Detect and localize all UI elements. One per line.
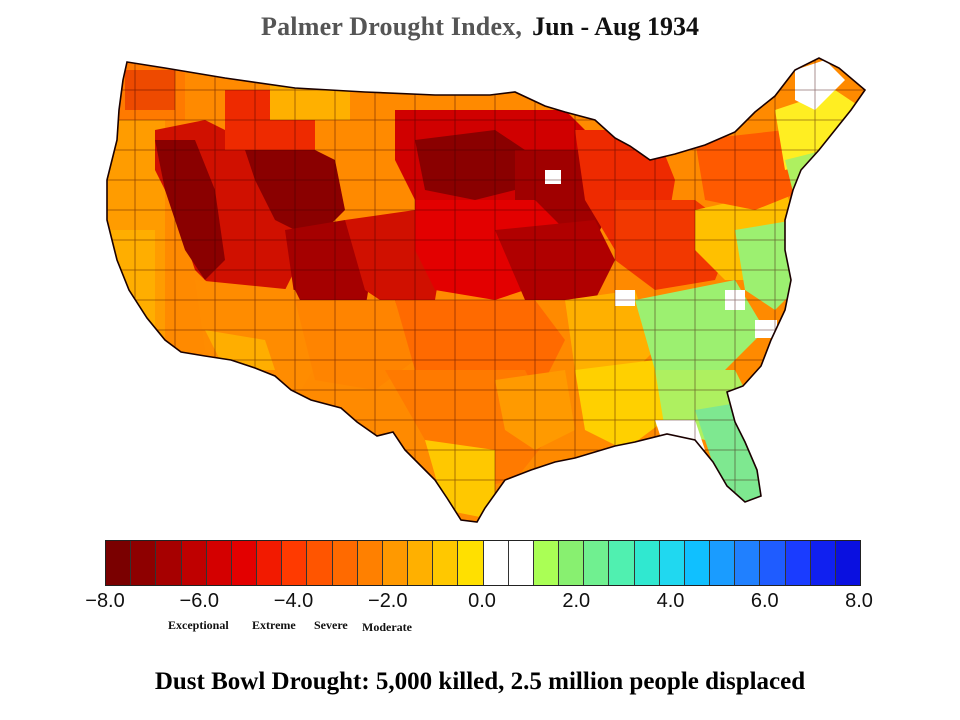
title-label: Palmer Drought Index, xyxy=(261,12,523,41)
map-title: Palmer Drought Index, Jun - Aug 1934 xyxy=(0,12,960,42)
color-scale-segment xyxy=(584,541,610,585)
color-scale-segment xyxy=(508,541,534,585)
color-scale-segment xyxy=(307,541,333,585)
color-scale-segment xyxy=(408,541,434,585)
region-mississippi-alabama xyxy=(575,360,665,450)
color-scale-segment xyxy=(382,541,409,585)
scale-tick-label: −2.0 xyxy=(368,590,408,612)
category-label-moderate: Moderate xyxy=(362,620,412,634)
color-scale-segment xyxy=(206,541,232,585)
region-arkansas-tennessee xyxy=(565,290,655,380)
color-scale-segment xyxy=(533,541,560,585)
region-maine-north xyxy=(795,60,845,110)
color-scale-segment xyxy=(357,541,383,585)
scale-tick-label: 4.0 xyxy=(656,590,685,612)
scale-tick-label: −4.0 xyxy=(273,590,314,612)
color-scale-segment xyxy=(835,541,861,585)
color-scale-segment xyxy=(559,541,585,585)
color-scale-segment xyxy=(257,541,283,585)
scale-tick-label: 6.0 xyxy=(750,590,779,612)
color-scale-segment xyxy=(131,541,157,585)
region-normal-michigan xyxy=(545,170,561,184)
category-label-severe: Severe xyxy=(314,618,348,632)
color-scale-ticks: −8.0 −6.0 −4.0 −2.0 0.0 2.0 4.0 6.0 8.0 xyxy=(85,590,873,614)
color-scale-segment xyxy=(458,541,484,585)
color-scale-bar xyxy=(105,540,861,586)
color-scale-segment xyxy=(810,541,836,585)
color-scale-segment xyxy=(282,541,308,585)
scale-tick-label: −8.0 xyxy=(85,590,125,612)
scale-tick-label: 8.0 xyxy=(845,590,873,612)
color-scale-segment xyxy=(785,541,811,585)
color-scale-segment xyxy=(634,541,660,585)
scale-tick-label: −6.0 xyxy=(179,590,219,612)
color-scale-segment xyxy=(659,541,685,585)
region-normal-kentucky xyxy=(615,290,635,306)
region-normal-carolina xyxy=(755,320,777,338)
color-scale-segment xyxy=(156,541,182,585)
region-new-mexico xyxy=(295,300,415,390)
color-scale-segment xyxy=(433,541,459,585)
category-label-extreme: Extreme xyxy=(252,618,296,632)
category-label-exceptional: Exceptional xyxy=(168,618,229,632)
color-scale-segment xyxy=(181,541,207,585)
region-oklahoma xyxy=(395,300,565,390)
color-scale-segment xyxy=(609,541,635,585)
color-scale-segment xyxy=(760,541,786,585)
drought-map xyxy=(106,57,866,523)
color-scale-segment xyxy=(106,541,132,585)
caption: Dust Bowl Drought: 5,000 killed, 2.5 mil… xyxy=(154,668,806,695)
color-scale-segment xyxy=(710,541,736,585)
color-scale-segment xyxy=(231,541,258,585)
region-south-dakota xyxy=(415,130,525,200)
scale-tick-label: 2.0 xyxy=(562,590,591,612)
color-scale-segment xyxy=(483,541,509,585)
color-scale-segment xyxy=(332,541,358,585)
color-scale-segment xyxy=(684,541,711,585)
color-scale-segment xyxy=(735,541,761,585)
title-period: Jun - Aug 1934 xyxy=(532,12,699,41)
scale-tick-label: 0.0 xyxy=(468,590,496,612)
drought-category-labels: Exceptional Extreme Severe Moderate xyxy=(0,618,960,634)
